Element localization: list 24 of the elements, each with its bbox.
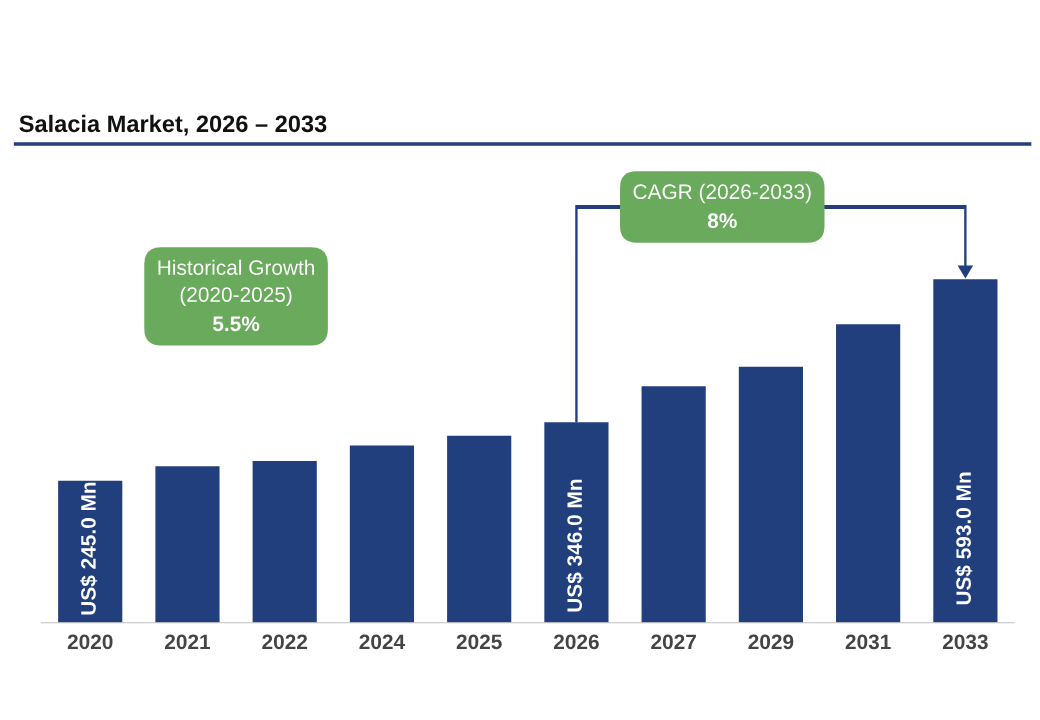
text: CAGR (2026-2033) 8% — [633, 183, 811, 229]
annotation: Historical Growth (2020-2025) 5.5% — [158, 259, 315, 332]
x-tick-label: 2031 — [845, 634, 891, 650]
bar — [58, 480, 123, 623]
data-label: US$ 245.0 Mn — [80, 482, 98, 615]
bar — [447, 435, 512, 623]
x-tick-label: 2024 — [359, 634, 405, 650]
bar — [738, 366, 803, 623]
bar — [155, 466, 220, 623]
x-tick-label: 2027 — [651, 634, 696, 650]
data-label: US$ 346.0 Mn — [566, 479, 584, 612]
bar — [836, 324, 901, 623]
x-tick-label: 2029 — [748, 634, 794, 650]
bar — [641, 386, 706, 623]
bar — [349, 445, 415, 623]
data-label: US$ 593.0 Mn — [955, 472, 973, 605]
x-tick-label: 2022 — [262, 634, 308, 650]
x-tick-label: 2020 — [67, 634, 113, 650]
bar — [252, 461, 317, 623]
x-tick-label: 2021 — [165, 634, 211, 650]
x-tick-label: 2025 — [456, 634, 502, 650]
chart-title: Salacia Market, 2026 – 2033 — [19, 114, 327, 136]
x-tick-label: 2033 — [942, 634, 988, 650]
x-tick-label: 2026 — [553, 634, 599, 650]
